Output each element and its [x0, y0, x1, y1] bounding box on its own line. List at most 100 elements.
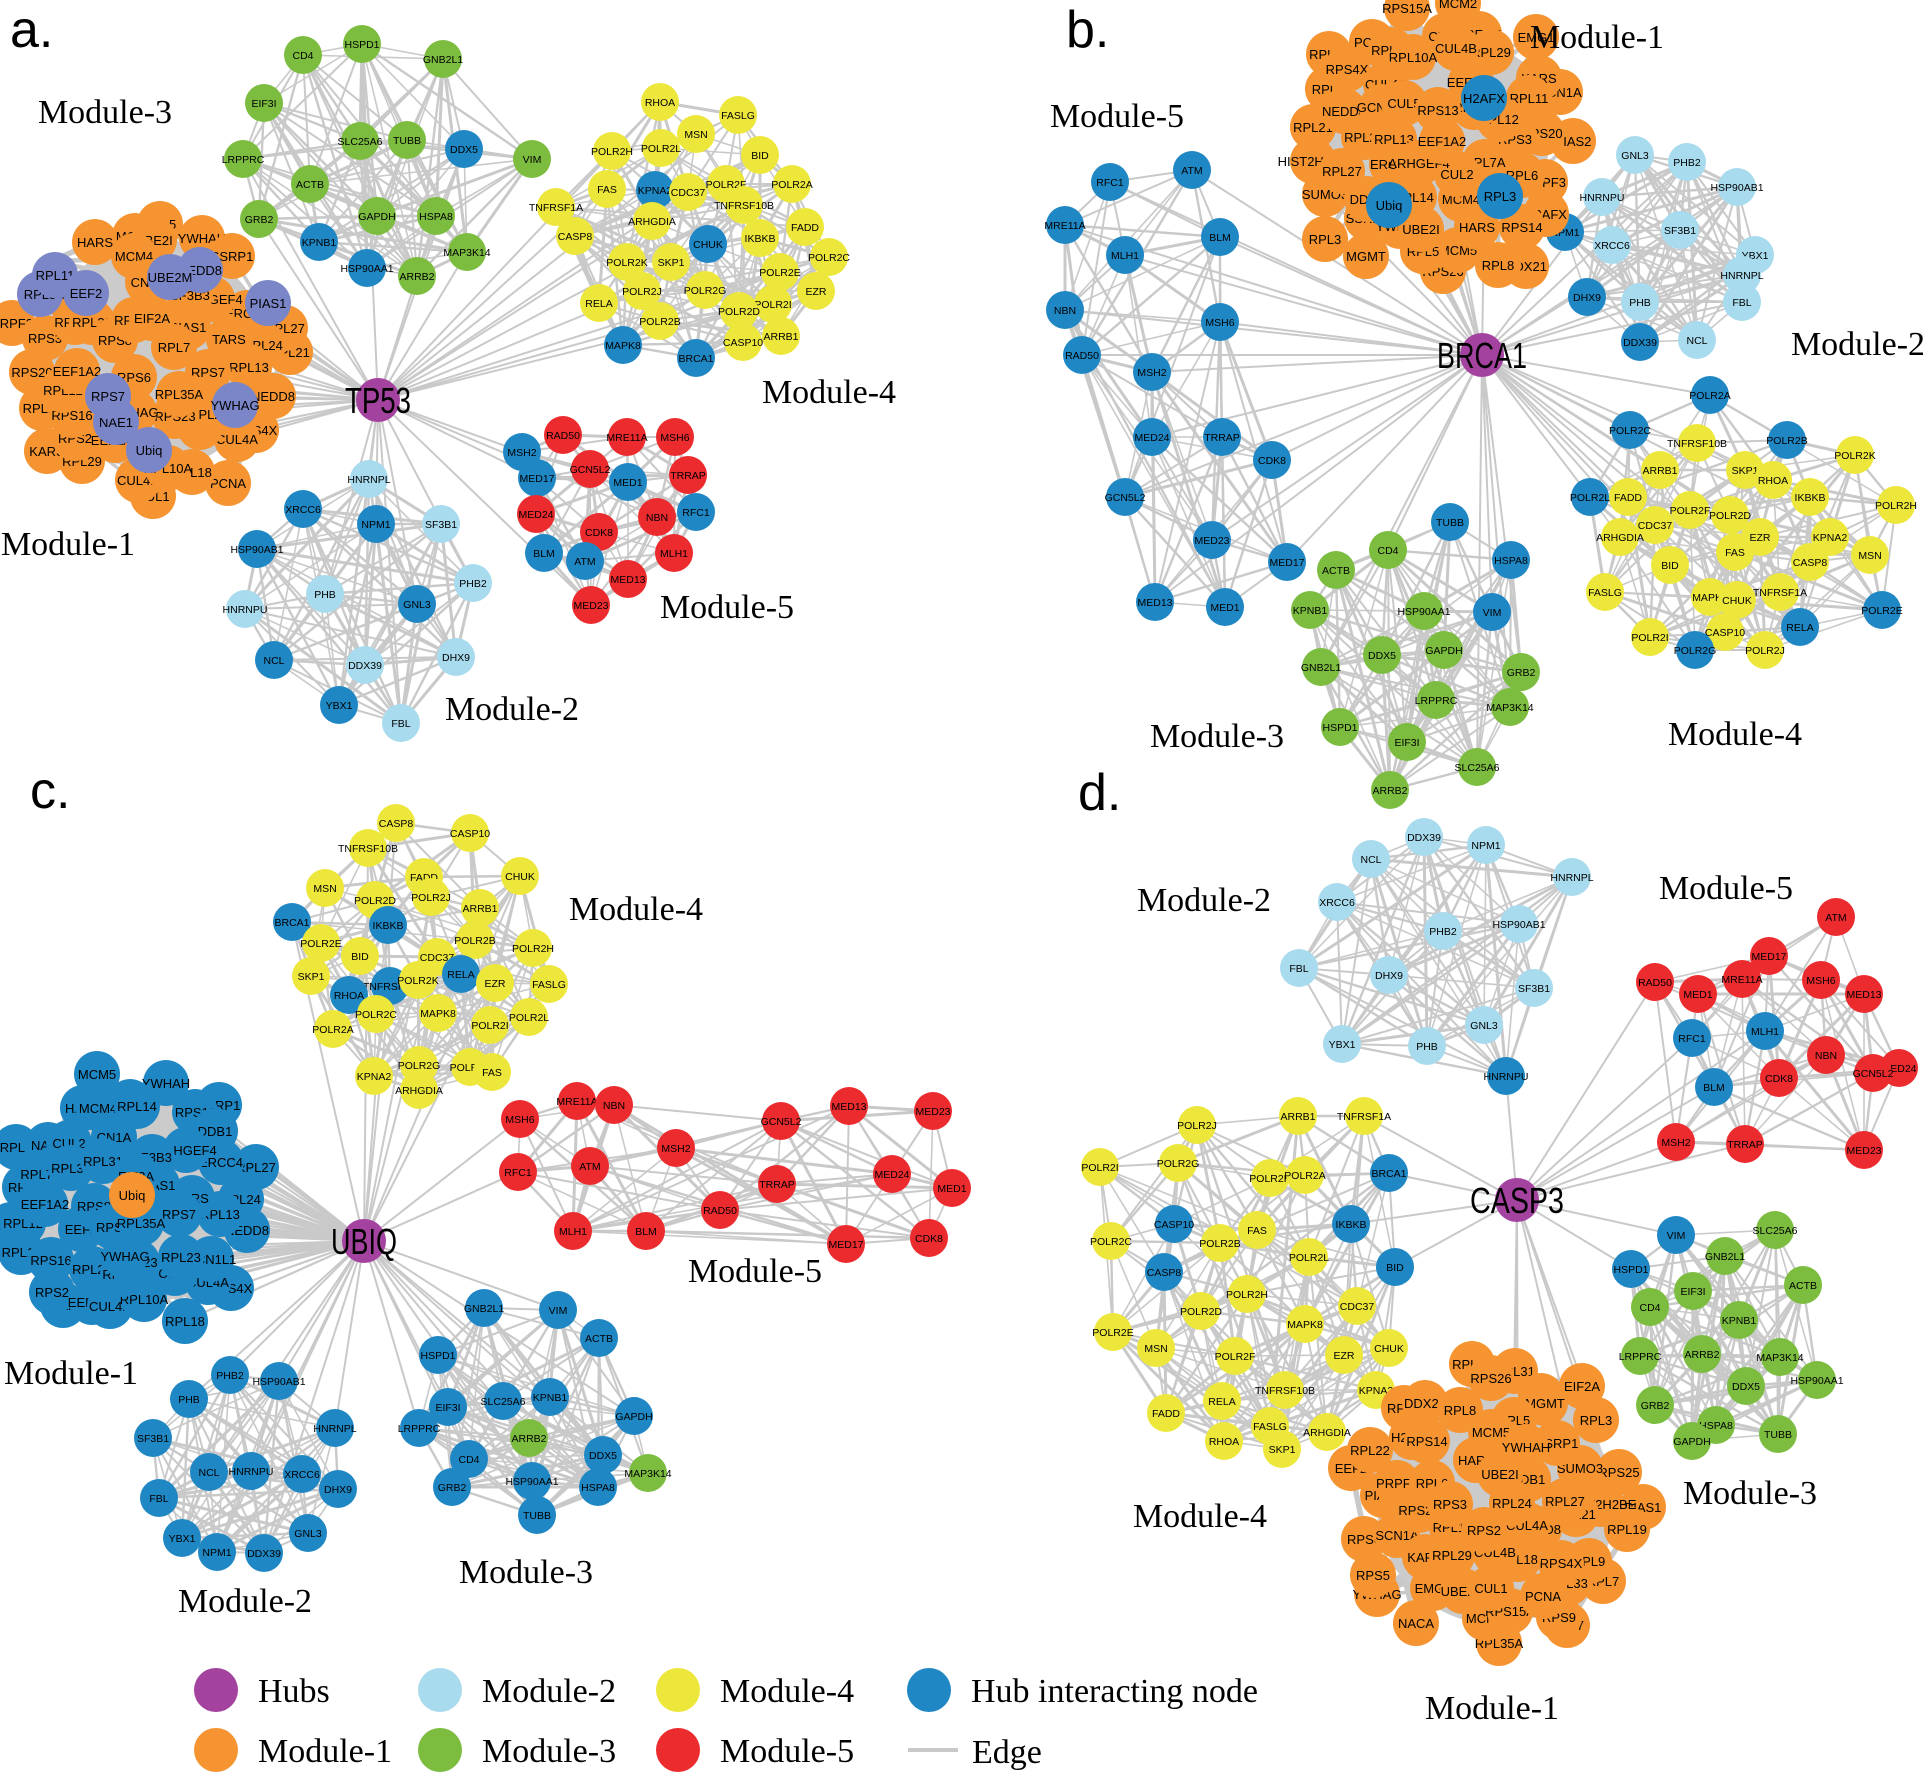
svg-text:DDX5: DDX5: [589, 1450, 617, 1462]
svg-text:EZR: EZR: [806, 286, 827, 298]
svg-text:MRE11A: MRE11A: [1044, 220, 1085, 232]
svg-text:MLH1: MLH1: [1751, 1026, 1779, 1038]
svg-text:HSPA8: HSPA8: [1494, 555, 1528, 567]
svg-text:Module-2: Module-2: [445, 691, 579, 728]
svg-text:CASP10: CASP10: [1705, 627, 1745, 639]
svg-text:BRCA1: BRCA1: [1371, 1168, 1406, 1180]
svg-text:FASLG: FASLG: [721, 110, 755, 122]
svg-text:BID: BID: [751, 150, 769, 162]
svg-text:VIM: VIM: [549, 1305, 568, 1317]
svg-text:SUMO3: SUMO3: [1557, 1461, 1603, 1476]
svg-text:GNL3: GNL3: [294, 1528, 322, 1540]
svg-text:RHOA: RHOA: [1209, 1436, 1239, 1448]
svg-text:NPM1: NPM1: [202, 1547, 231, 1559]
svg-text:DHX9: DHX9: [1573, 292, 1601, 304]
svg-text:CUL1: CUL1: [1474, 1581, 1507, 1596]
svg-text:MSH2: MSH2: [661, 1143, 690, 1155]
svg-text:MED24: MED24: [1134, 432, 1169, 444]
svg-text:Module-1: Module-1: [258, 1733, 392, 1770]
svg-text:CUL4A: CUL4A: [216, 432, 258, 447]
svg-text:BRCA1: BRCA1: [274, 917, 309, 929]
svg-text:Ubiq: Ubiq: [136, 443, 163, 458]
svg-text:NACA: NACA: [1398, 1616, 1434, 1631]
svg-text:MCM2: MCM2: [1439, 0, 1477, 11]
svg-text:CHUK: CHUK: [1722, 595, 1752, 607]
svg-text:HSP90AB1: HSP90AB1: [252, 1376, 305, 1388]
svg-text:PHB: PHB: [1629, 297, 1651, 309]
svg-text:EEF1A2: EEF1A2: [53, 364, 101, 379]
svg-text:KPNB1: KPNB1: [302, 237, 337, 249]
svg-text:GNL3: GNL3: [403, 599, 431, 611]
svg-text:RPL22: RPL22: [1350, 1443, 1390, 1458]
svg-text:BLM: BLM: [1209, 232, 1231, 244]
svg-text:RAD50: RAD50: [1065, 350, 1099, 362]
svg-text:MED13: MED13: [831, 1101, 866, 1113]
svg-text:RPL13: RPL13: [229, 360, 269, 375]
svg-text:TNFRSF1A: TNFRSF1A: [1753, 587, 1807, 599]
svg-text:POLR2A: POLR2A: [1284, 1170, 1325, 1182]
svg-text:GCN5L2: GCN5L2: [1853, 1068, 1894, 1080]
svg-text:EZR: EZR: [1750, 532, 1771, 544]
svg-text:NEDD8: NEDD8: [1322, 104, 1366, 119]
svg-text:RPL11: RPL11: [36, 268, 75, 283]
svg-text:ACTB: ACTB: [296, 179, 324, 191]
svg-text:RPL29: RPL29: [1471, 45, 1511, 60]
svg-text:TUBB: TUBB: [393, 135, 421, 147]
svg-text:RAD50: RAD50: [546, 430, 580, 442]
svg-text:XRCC6: XRCC6: [284, 1469, 320, 1481]
svg-text:BRCA1: BRCA1: [1437, 335, 1527, 376]
svg-text:CUL4B: CUL4B: [89, 1299, 131, 1314]
svg-text:DDX39: DDX39: [247, 1548, 281, 1560]
svg-text:LRPPRC: LRPPRC: [222, 154, 265, 166]
svg-text:UBE2M: UBE2M: [148, 270, 193, 285]
svg-text:EIF3I: EIF3I: [1394, 737, 1419, 749]
svg-text:NPM1: NPM1: [361, 519, 390, 531]
svg-text:YWHAH: YWHAH: [142, 1076, 190, 1091]
svg-text:PCNA: PCNA: [210, 476, 246, 491]
svg-text:HSP90AA1: HSP90AA1: [1790, 1375, 1843, 1387]
svg-text:HNRNPU: HNRNPU: [1484, 1071, 1529, 1083]
svg-text:TNFRSF1A: TNFRSF1A: [1337, 1111, 1391, 1123]
svg-text:MED17: MED17: [1751, 951, 1786, 963]
svg-text:RPS14: RPS14: [1501, 220, 1542, 235]
svg-text:RPL21: RPL21: [1293, 120, 1333, 135]
svg-text:SF3B1: SF3B1: [1518, 983, 1550, 995]
svg-text:POLR2D: POLR2D: [1709, 510, 1751, 522]
svg-text:MAPK8: MAPK8: [420, 1008, 456, 1020]
svg-text:GNB2L1: GNB2L1: [1705, 1251, 1745, 1263]
svg-text:RPS3: RPS3: [28, 331, 62, 346]
svg-text:ARRB1: ARRB1: [763, 331, 798, 343]
svg-text:VIM: VIM: [523, 154, 542, 166]
svg-text:HSP90AB1: HSP90AB1: [230, 544, 283, 556]
svg-text:TP53: TP53: [345, 380, 411, 421]
svg-text:SKP1: SKP1: [1732, 465, 1759, 477]
svg-text:FASLG: FASLG: [1253, 1421, 1287, 1433]
svg-text:POLR2D: POLR2D: [1180, 1306, 1222, 1318]
svg-text:POLR2G: POLR2G: [1157, 1158, 1200, 1170]
svg-text:POLR2I: POLR2I: [754, 299, 791, 311]
svg-text:NBN: NBN: [646, 512, 668, 524]
svg-text:POLR2K: POLR2K: [397, 975, 438, 987]
svg-text:NCL: NCL: [198, 1467, 219, 1479]
svg-text:POLR2G: POLR2G: [398, 1060, 441, 1072]
svg-text:EZR: EZR: [485, 978, 506, 990]
svg-text:DDX39: DDX39: [348, 660, 382, 672]
svg-text:SSRP1: SSRP1: [211, 249, 254, 264]
svg-text:CASP8: CASP8: [1147, 1267, 1182, 1279]
svg-text:ACTB: ACTB: [585, 1333, 613, 1345]
svg-text:POLR2D: POLR2D: [354, 895, 396, 907]
svg-text:DDX5: DDX5: [450, 144, 478, 156]
svg-text:LRPPRC: LRPPRC: [398, 1423, 441, 1435]
svg-text:MLH1: MLH1: [1111, 250, 1139, 262]
svg-text:CUL5: CUL5: [1387, 96, 1420, 111]
svg-text:DHX9: DHX9: [1375, 970, 1403, 982]
svg-text:RELA: RELA: [585, 298, 612, 310]
svg-text:MSN: MSN: [313, 883, 336, 895]
svg-text:ARRB2: ARRB2: [399, 271, 434, 283]
svg-text:HNRNPL: HNRNPL: [1550, 872, 1593, 884]
svg-text:MAP3K14: MAP3K14: [1486, 702, 1533, 714]
svg-text:RPS2: RPS2: [1467, 1523, 1501, 1538]
svg-text:RPS7: RPS7: [191, 365, 225, 380]
svg-text:Module-1: Module-1: [1425, 1690, 1559, 1727]
svg-text:POLR2G: POLR2G: [684, 285, 727, 297]
